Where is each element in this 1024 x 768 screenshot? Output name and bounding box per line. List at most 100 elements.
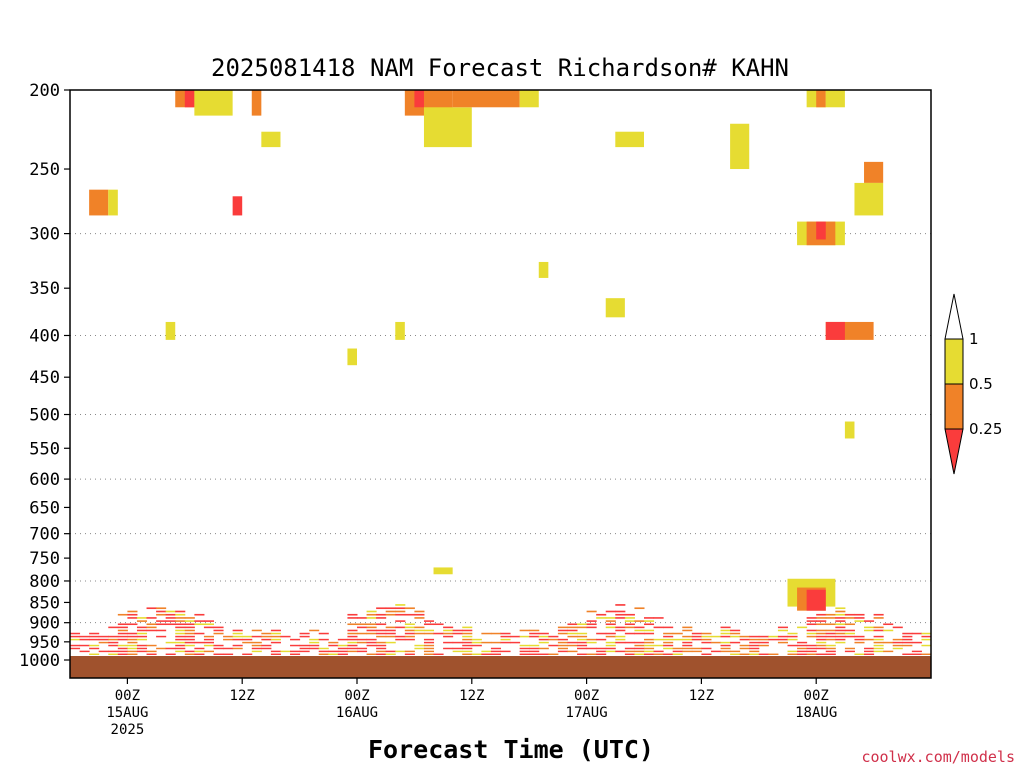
pbl-cell (290, 638, 301, 641)
y-tick-label-250: 250 (29, 160, 60, 180)
pbl-cell (481, 650, 492, 653)
pbl-cell (165, 641, 176, 644)
pbl-cell (127, 653, 138, 656)
pbl-cell (806, 650, 817, 653)
y-tick-label-900: 900 (29, 614, 60, 634)
pbl-cell (682, 635, 693, 638)
pbl-cell (175, 644, 186, 647)
pbl-cell (299, 650, 310, 653)
pbl-cell (844, 632, 855, 635)
pbl-cell (567, 632, 578, 635)
pbl-cell (414, 647, 425, 650)
pbl-cell (548, 644, 559, 647)
pbl-cell (462, 626, 473, 629)
pbl-cell (423, 623, 435, 626)
pbl-cell (615, 650, 626, 653)
pbl-cell (404, 629, 415, 632)
pbl-cell (117, 653, 128, 656)
ri-cell-23 (605, 298, 625, 318)
pbl-cell (596, 613, 607, 616)
richardson-cells (70, 90, 932, 658)
pbl-cell (232, 644, 243, 647)
pbl-cell (720, 632, 731, 635)
pbl-cell (873, 647, 884, 650)
pbl-cell (883, 641, 894, 644)
pbl-cell (883, 623, 894, 626)
pbl-cell (529, 650, 540, 653)
pbl-cell (624, 623, 635, 626)
pbl-cell (70, 635, 81, 638)
pbl-cell (710, 650, 722, 653)
pbl-cell (739, 647, 750, 650)
pbl-cell (261, 632, 272, 635)
pbl-cell (337, 653, 348, 656)
pbl-cell (749, 635, 760, 638)
pbl-cell (557, 638, 568, 641)
pbl-cell (653, 653, 664, 656)
y-tick-label-450: 450 (29, 368, 60, 388)
pbl-cell (404, 635, 415, 638)
pbl-cell (844, 635, 855, 638)
pbl-cell (864, 653, 875, 656)
pbl-cell (242, 653, 253, 656)
pbl-cell (854, 617, 865, 619)
pbl-cell (175, 641, 186, 644)
x-tick-label-0-1: 15AUG (106, 705, 148, 721)
pbl-cell (395, 610, 406, 613)
pbl-cell (835, 617, 846, 619)
pbl-cell (634, 629, 645, 632)
x-tick-label-4-1: 17AUG (566, 705, 608, 721)
pbl-cell (261, 644, 272, 647)
pbl-cell (290, 644, 301, 647)
pbl-cell (567, 635, 578, 638)
pbl-cell (567, 629, 578, 632)
pbl-cell (854, 641, 865, 644)
pbl-cell (376, 635, 387, 638)
pbl-cell (577, 626, 588, 629)
pbl-cell (672, 650, 683, 653)
pbl-cell (787, 650, 798, 653)
ri-cell-30 (844, 421, 855, 439)
pbl-cell (366, 623, 377, 626)
pbl-cell (519, 644, 530, 647)
pbl-cell (280, 635, 291, 638)
pbl-cell (385, 650, 396, 653)
pbl-cell (184, 623, 195, 626)
pbl-cell (376, 641, 387, 644)
surface-ground-band (70, 656, 931, 678)
pbl-cell (309, 638, 320, 641)
pbl-cell (184, 635, 195, 638)
pbl-cell (270, 641, 281, 644)
pbl-cell (117, 650, 128, 653)
y-tick-label-700: 700 (29, 525, 60, 545)
pbl-cell (806, 617, 817, 619)
pbl-cell (806, 647, 817, 650)
pbl-cell (605, 623, 616, 626)
pbl-cell (452, 629, 463, 632)
pbl-cell (127, 647, 138, 650)
ri-cell-19 (232, 196, 243, 216)
pbl-cell (261, 635, 272, 638)
pbl-cell (557, 644, 568, 647)
pbl-cell (490, 632, 501, 635)
x-tick-label-4-0: 00Z (574, 688, 599, 704)
pbl-cell (376, 623, 387, 626)
pbl-cell (816, 613, 827, 616)
pbl-cell (672, 632, 683, 635)
pbl-cell (232, 638, 243, 641)
y-tick-label-600: 600 (29, 470, 60, 490)
pbl-cell (892, 644, 903, 647)
pbl-cell (203, 641, 214, 644)
pbl-cell (194, 650, 205, 653)
legend-segment-1 (944, 383, 964, 430)
pbl-cell (615, 604, 626, 606)
pbl-cell (586, 638, 597, 641)
pbl-cell (701, 653, 712, 656)
pbl-cell (567, 626, 578, 629)
pbl-cell (596, 650, 607, 653)
pbl-cell (251, 629, 262, 632)
pbl-cell (835, 626, 846, 629)
pbl-cell (557, 641, 568, 644)
pbl-cell (586, 620, 597, 622)
